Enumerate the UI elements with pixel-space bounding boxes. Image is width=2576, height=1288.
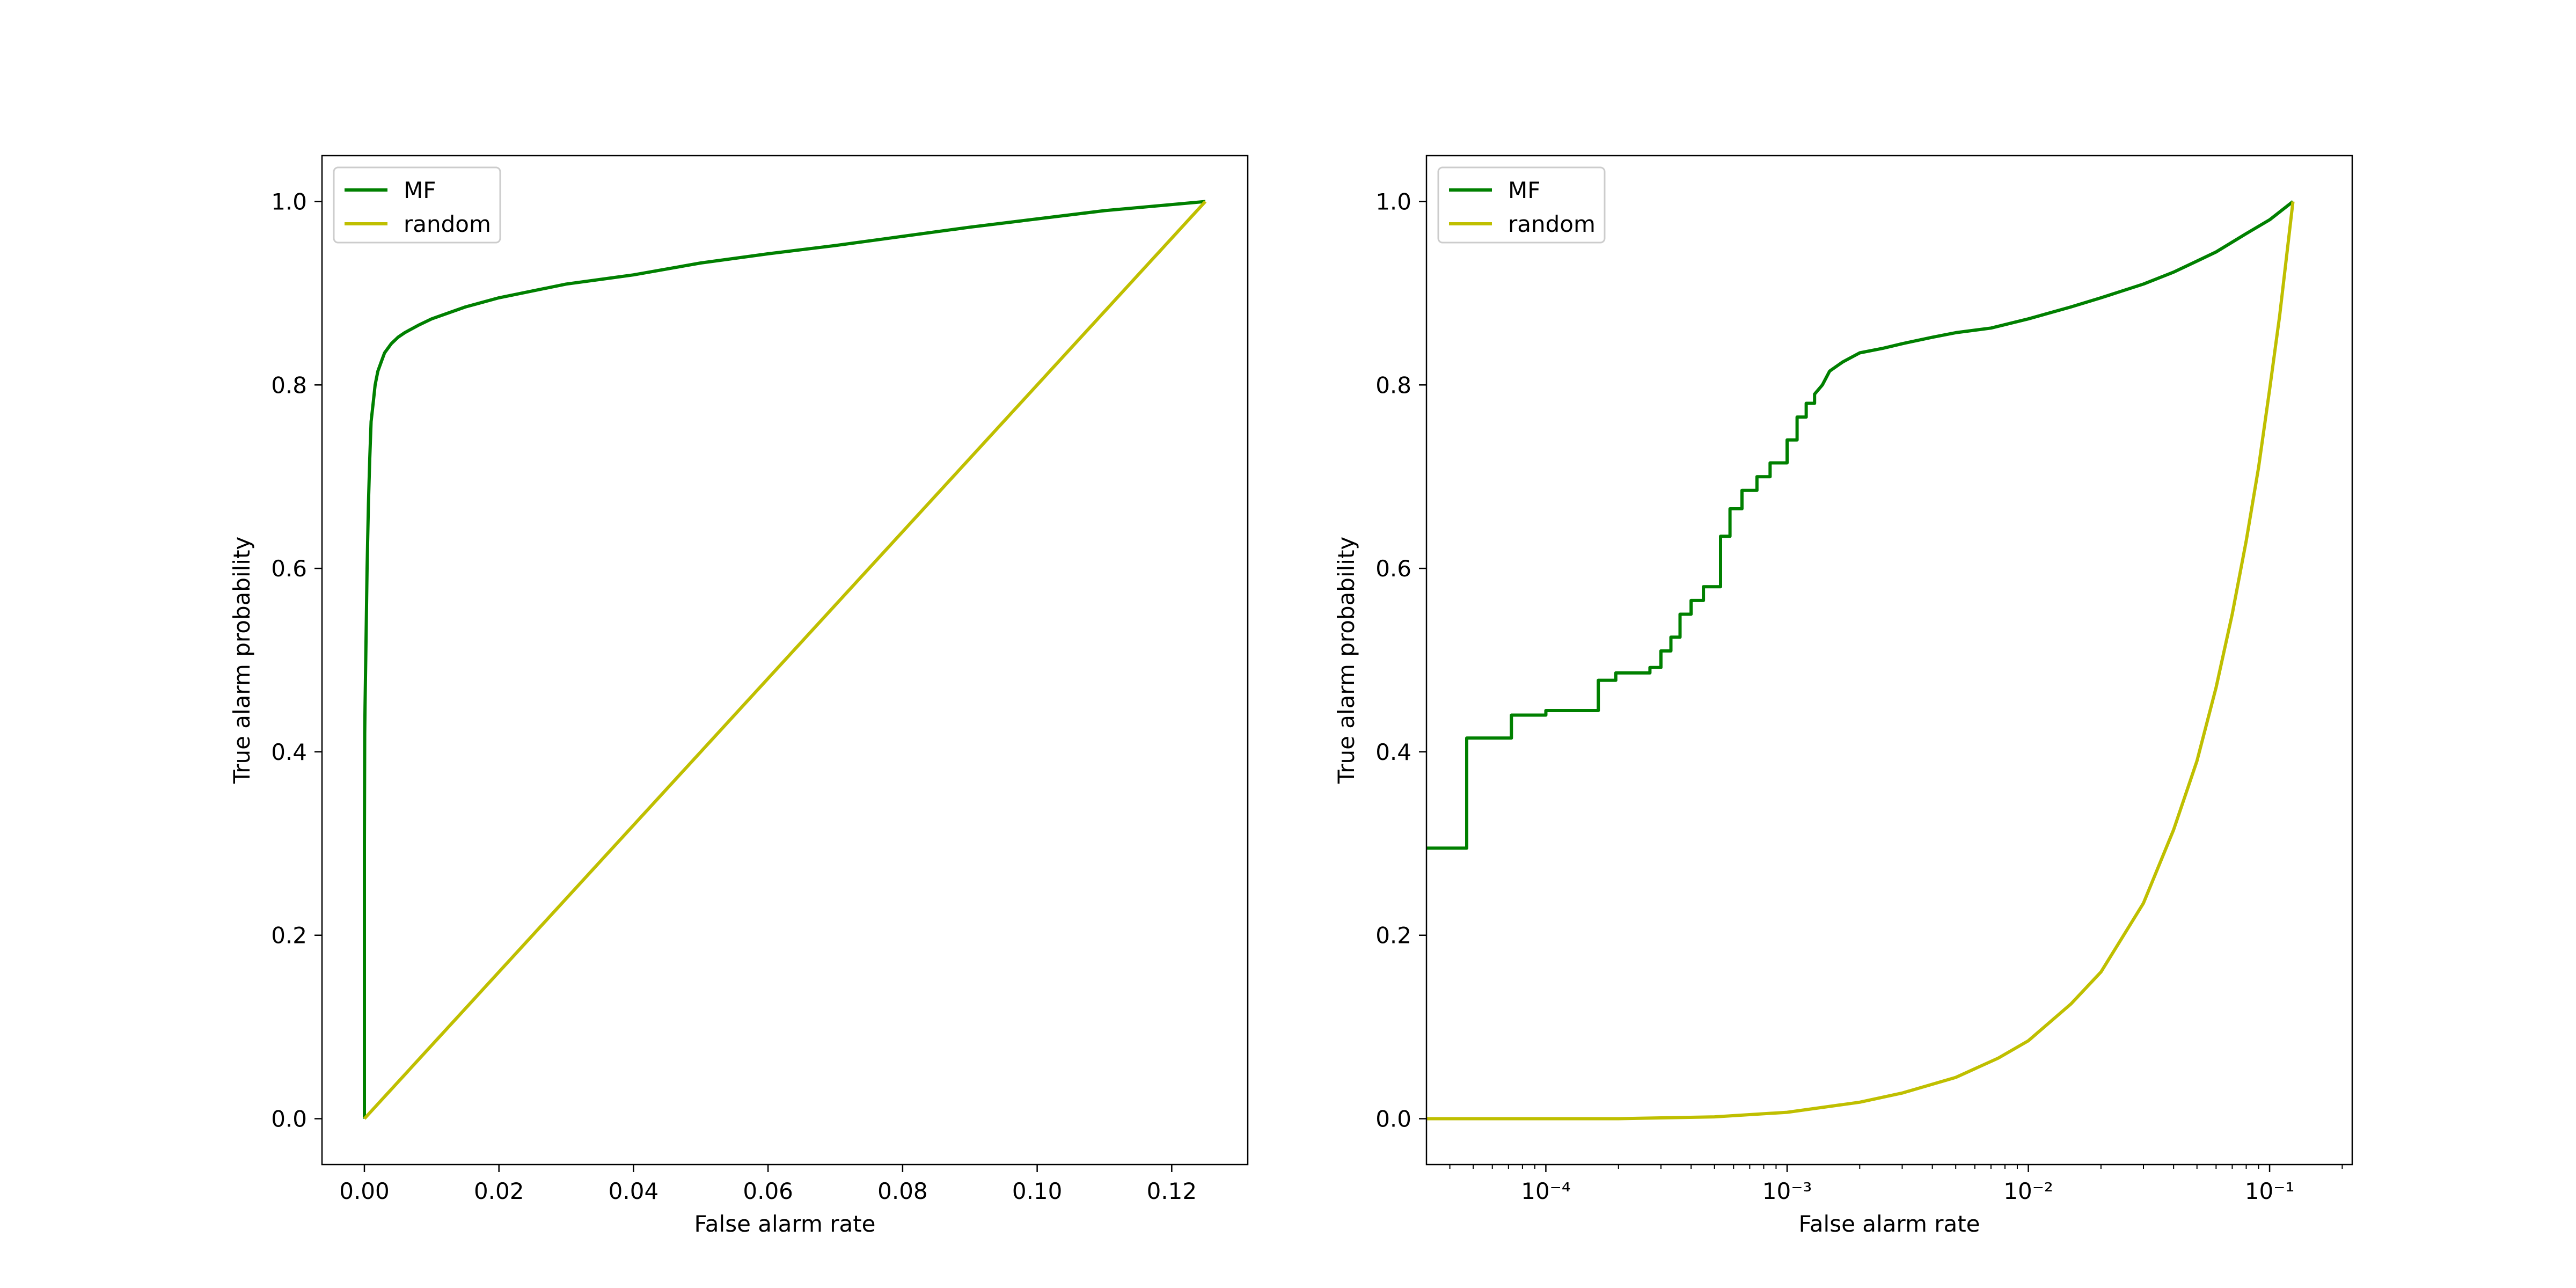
y-tick-label: 0.0 [1375, 1106, 1411, 1132]
x-tick-label: 10⁻³ [1762, 1178, 1812, 1204]
y-tick-label: 1.0 [1375, 188, 1411, 215]
legend-label-random: random [404, 211, 491, 237]
y-tick-label: 0.6 [271, 555, 307, 582]
x-tick-label: 10⁻⁴ [1521, 1178, 1570, 1204]
legend-label-random: random [1508, 211, 1596, 237]
x-tick-label: 0.12 [1147, 1178, 1197, 1204]
x-tick-label: 0.00 [339, 1178, 390, 1204]
y-tick-label: 0.8 [1375, 372, 1411, 398]
x-tick-label: 10⁻¹ [2245, 1178, 2294, 1204]
y-axis-label: True alarm probability [229, 537, 255, 785]
y-axis-label: True alarm probability [1333, 537, 1359, 785]
x-tick-label: 0.04 [609, 1178, 659, 1204]
roc-panel-log: 0.0 0.2 0.4 0.6 0.8 1.0 10⁻⁴ 10⁻³ 10⁻² 10⁻¹ False … [1333, 155, 2353, 1237]
y-tick-label: 0.6 [1375, 555, 1411, 582]
y-tick-label: 0.0 [271, 1106, 307, 1132]
x-tick-label: 0.10 [1012, 1178, 1063, 1204]
plot-area [363, 200, 1207, 1120]
legend-label-mf: MF [404, 177, 436, 203]
x-tick-label: 10⁻² [2003, 1178, 2053, 1204]
series-line-mf [363, 200, 1206, 1119]
series-line-random [363, 200, 1207, 1120]
y-tick-label: 0.8 [271, 372, 307, 398]
y-tick-label: 0.4 [1375, 739, 1411, 765]
x-axis-label: False alarm rate [1798, 1211, 1980, 1237]
series-line-random [1426, 201, 2295, 1121]
y-tick-label: 0.4 [271, 739, 307, 765]
axes-frame [321, 155, 1249, 1166]
y-tick-label: 0.2 [1375, 923, 1411, 949]
plot-area [1426, 200, 2295, 1121]
y-tick-label: 1.0 [271, 188, 307, 215]
x-axis-label: False alarm rate [694, 1211, 875, 1237]
legend: MF random [333, 166, 501, 244]
axes-frame [1425, 155, 2353, 1166]
x-tick-label: 0.02 [474, 1178, 524, 1204]
x-tick-label: 0.08 [877, 1178, 928, 1204]
x-tick-label: 0.06 [743, 1178, 793, 1204]
series-line-mf [1426, 200, 2294, 850]
legend: MF random [1437, 166, 1606, 244]
roc-panel-linear: 0.0 0.2 0.4 0.6 0.8 1.0 0.00 0.02 0.04 0.06 0.08 0.… [229, 155, 1249, 1237]
legend-label-mf: MF [1508, 177, 1540, 203]
y-tick-label: 0.2 [271, 923, 307, 949]
